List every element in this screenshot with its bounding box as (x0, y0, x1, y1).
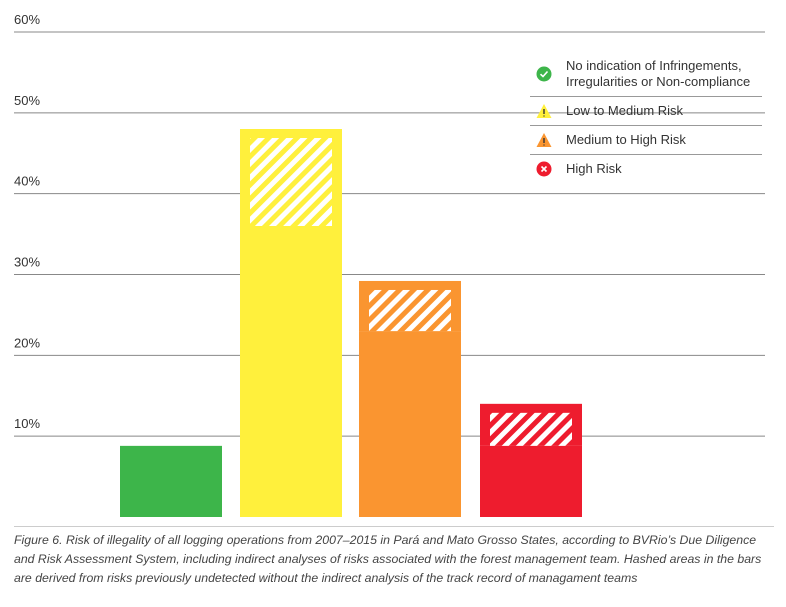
legend-icon (536, 66, 552, 82)
y-tick-label: 30% (14, 255, 40, 270)
y-tick-label: 20% (14, 335, 40, 350)
bar (240, 226, 342, 517)
y-tick-label: 60% (14, 12, 40, 27)
legend-item: Low to Medium Risk (530, 97, 762, 126)
legend-label: High Risk (566, 161, 622, 176)
legend: No indication of Infringements, Irregula… (530, 52, 762, 183)
legend-item: Medium to High Risk (530, 126, 762, 155)
legend-label: Low to Medium Risk (566, 103, 684, 118)
legend-item: No indication of Infringements, Irregula… (530, 52, 762, 97)
legend-icon (536, 161, 552, 177)
y-tick-label: 40% (14, 174, 40, 189)
hatch (250, 138, 332, 226)
legend-label: Medium to High Risk (566, 132, 686, 147)
legend-label: No indication of Infringements, Irregula… (566, 58, 751, 89)
y-tick-label: 50% (14, 93, 40, 108)
chart: 10% 20% 30% 40% 50% 60% (14, 12, 765, 517)
legend-item: High Risk (530, 155, 762, 183)
legend-icon (536, 104, 552, 118)
bar (480, 445, 582, 517)
y-tick-label: 10% (14, 416, 40, 431)
icon-glyph (540, 165, 548, 173)
hatch (490, 412, 572, 446)
bar (359, 331, 461, 517)
bar (120, 445, 222, 517)
icon-shape (536, 66, 552, 82)
caption: Figure 6. Risk of illegality of all logg… (14, 526, 774, 588)
icon-glyph (539, 70, 549, 78)
legend-icon (536, 133, 552, 147)
hatch (369, 289, 451, 332)
